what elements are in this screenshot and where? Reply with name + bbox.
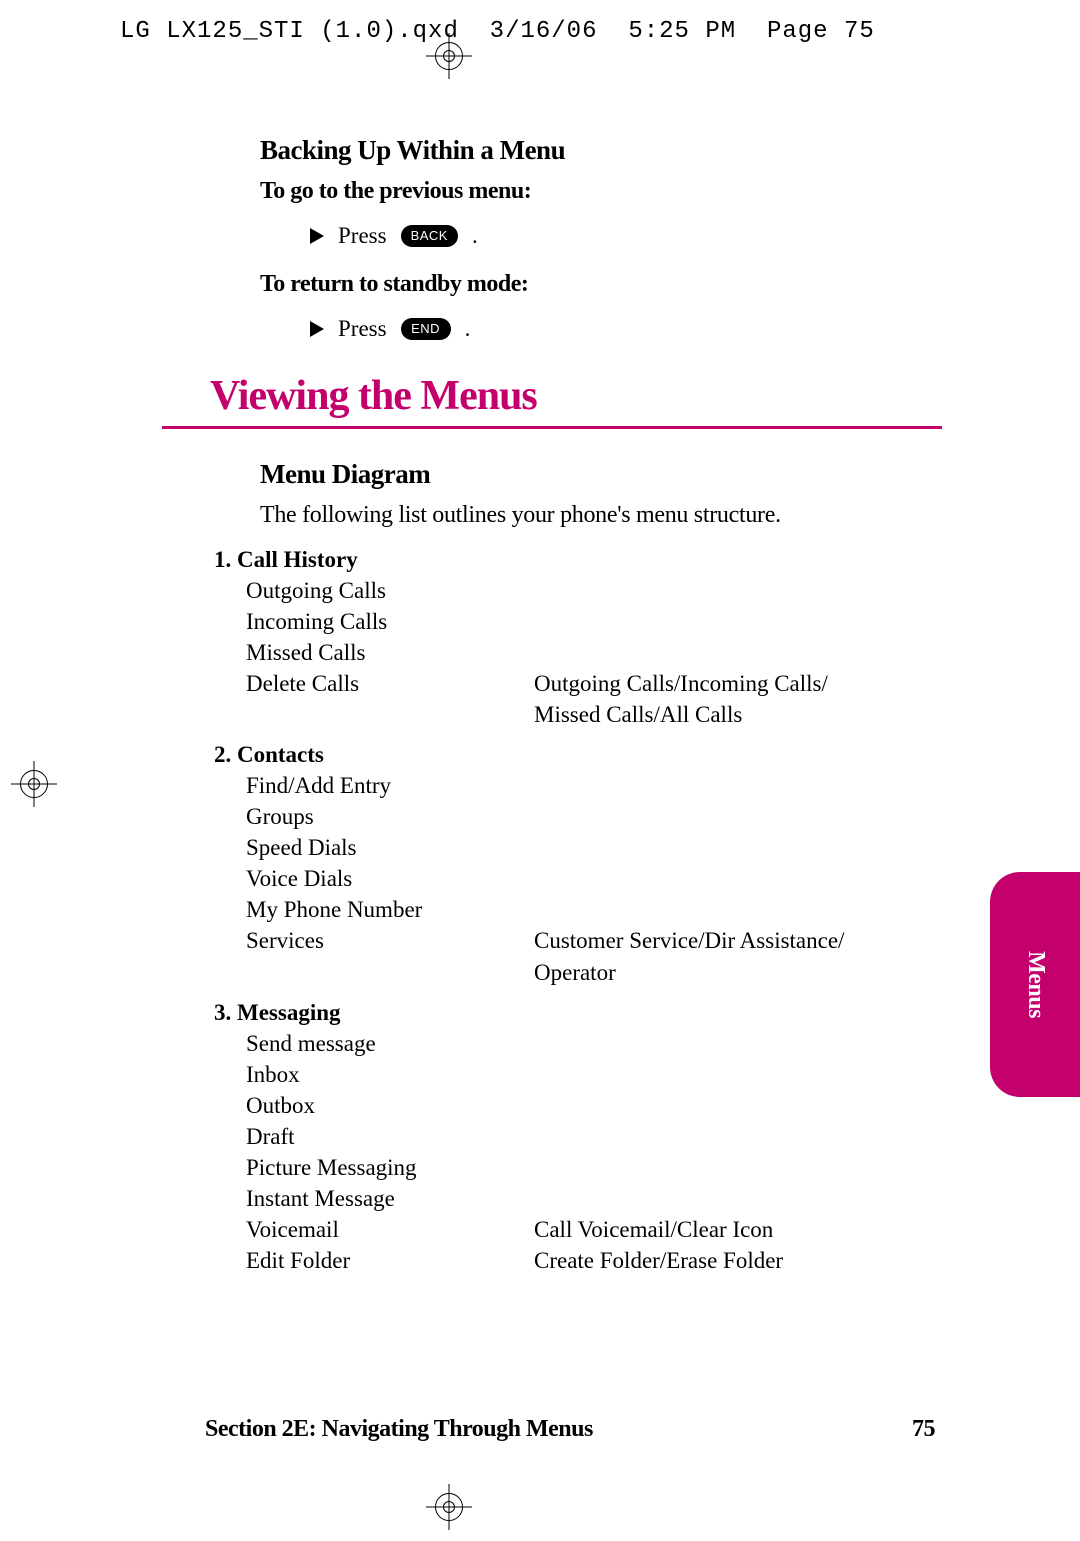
menu-item-left: Speed Dials [214,832,534,863]
menu-item-right [534,1183,930,1214]
viewing-menus-heading: Viewing the Menus [210,372,930,420]
menu-item-left: Missed Calls [214,637,534,668]
meta-page: Page 75 [767,18,875,45]
meta-date: 3/16/06 [490,18,598,45]
triangle-bullet-icon [310,321,324,337]
menu-item-left [214,957,534,988]
menu-item-row: VoicemailCall Voicemail/Clear Icon [214,1214,930,1245]
menu-item-row: Picture Messaging [214,1152,930,1183]
menu-item-right [534,801,930,832]
menu-item-left: Send message [214,1028,534,1059]
menu-item-right: Missed Calls/All Calls [534,699,930,730]
menu-item-right: Customer Service/Dir Assistance/ [534,925,930,956]
menu-item-right: Operator [534,957,930,988]
menu-item-left: Inbox [214,1059,534,1090]
footer-section: Section 2E: Navigating Through Menus [205,1416,593,1443]
registration-target-top [435,42,463,70]
menu-item-left: Draft [214,1121,534,1152]
standby-mode-label: To return to standby mode: [210,271,930,298]
menu-item-right [534,1152,930,1183]
page-content: Backing Up Within a Menu To go to the pr… [210,135,930,1276]
previous-menu-action: Press BACK. [210,223,930,249]
menu-section-title: 1. Call History [214,547,930,573]
menu-item-right: Call Voicemail/Clear Icon [534,1214,930,1245]
menu-item-row: Incoming Calls [214,606,930,637]
menu-item-row: Inbox [214,1059,930,1090]
menu-item-row: Operator [214,957,930,988]
meta-time: 5:25 PM [628,18,736,45]
menu-item-right [534,770,930,801]
menu-item-right: Create Folder/Erase Folder [534,1245,930,1276]
end-key: END [401,318,451,340]
menu-item-left: My Phone Number [214,894,534,925]
menu-diagram-heading: Menu Diagram [210,459,930,490]
menu-item-row: Find/Add Entry [214,770,930,801]
menu-item-left: Voicemail [214,1214,534,1245]
menu-item-row: Groups [214,801,930,832]
menu-item-left: Instant Message [214,1183,534,1214]
triangle-bullet-icon [310,228,324,244]
period: . [472,223,478,249]
page-footer: Section 2E: Navigating Through Menus 75 [205,1416,935,1443]
menu-item-right [534,894,930,925]
menu-item-row: Outgoing Calls [214,575,930,606]
footer-page-number: 75 [912,1416,935,1443]
menu-item-left [214,699,534,730]
menu-item-row: Delete CallsOutgoing Calls/Incoming Call… [214,668,930,699]
side-tab-label: Menus [1022,951,1049,1018]
menu-item-row: Speed Dials [214,832,930,863]
menu-item-right [534,637,930,668]
backing-up-heading: Backing Up Within a Menu [210,135,930,166]
menu-item-row: Missed Calls/All Calls [214,699,930,730]
menu-item-left: Find/Add Entry [214,770,534,801]
menu-item-left: Voice Dials [214,863,534,894]
menu-item-right [534,606,930,637]
standby-mode-action: Press END. [210,316,930,342]
menu-item-right [534,1121,930,1152]
menu-item-row: Send message [214,1028,930,1059]
menu-item-left: Outgoing Calls [214,575,534,606]
menu-item-right [534,832,930,863]
menu-item-left: Picture Messaging [214,1152,534,1183]
registration-target-left [20,770,48,798]
menu-item-row: Edit FolderCreate Folder/Erase Folder [214,1245,930,1276]
menu-item-right [534,575,930,606]
menu-item-row: Outbox [214,1090,930,1121]
menu-item-row: My Phone Number [214,894,930,925]
menu-item-row: Voice Dials [214,863,930,894]
menu-item-row: ServicesCustomer Service/Dir Assistance/ [214,925,930,956]
press-text: Press [338,223,387,249]
heading-rule [162,426,942,429]
registration-target-bottom [435,1493,463,1521]
menu-item-right: Outgoing Calls/Incoming Calls/ [534,668,930,699]
menu-item-row: Draft [214,1121,930,1152]
menu-item-right [534,1028,930,1059]
menu-item-row: Instant Message [214,1183,930,1214]
menu-item-right [534,1090,930,1121]
menu-item-left: Outbox [214,1090,534,1121]
menu-item-left: Edit Folder [214,1245,534,1276]
print-metadata: LG LX125_STI (1.0).qxd 3/16/06 5:25 PM P… [120,18,875,45]
previous-menu-label: To go to the previous menu: [210,178,930,205]
menu-diagram-intro: The following list outlines your phone's… [210,502,930,529]
period: . [465,316,471,342]
menu-section-title: 2. Contacts [214,742,930,768]
menu-item-right [534,1059,930,1090]
menu-structure: 1. Call HistoryOutgoing CallsIncoming Ca… [210,547,930,1276]
menu-item-row: Missed Calls [214,637,930,668]
side-tab: Menus [990,872,1080,1097]
press-text: Press [338,316,387,342]
menu-item-left: Incoming Calls [214,606,534,637]
menu-item-left: Delete Calls [214,668,534,699]
menu-item-left: Groups [214,801,534,832]
menu-item-left: Services [214,925,534,956]
back-key: BACK [401,225,458,247]
menu-section-title: 3. Messaging [214,1000,930,1026]
menu-item-right [534,863,930,894]
meta-filename: LG LX125_STI (1.0).qxd [120,18,459,45]
